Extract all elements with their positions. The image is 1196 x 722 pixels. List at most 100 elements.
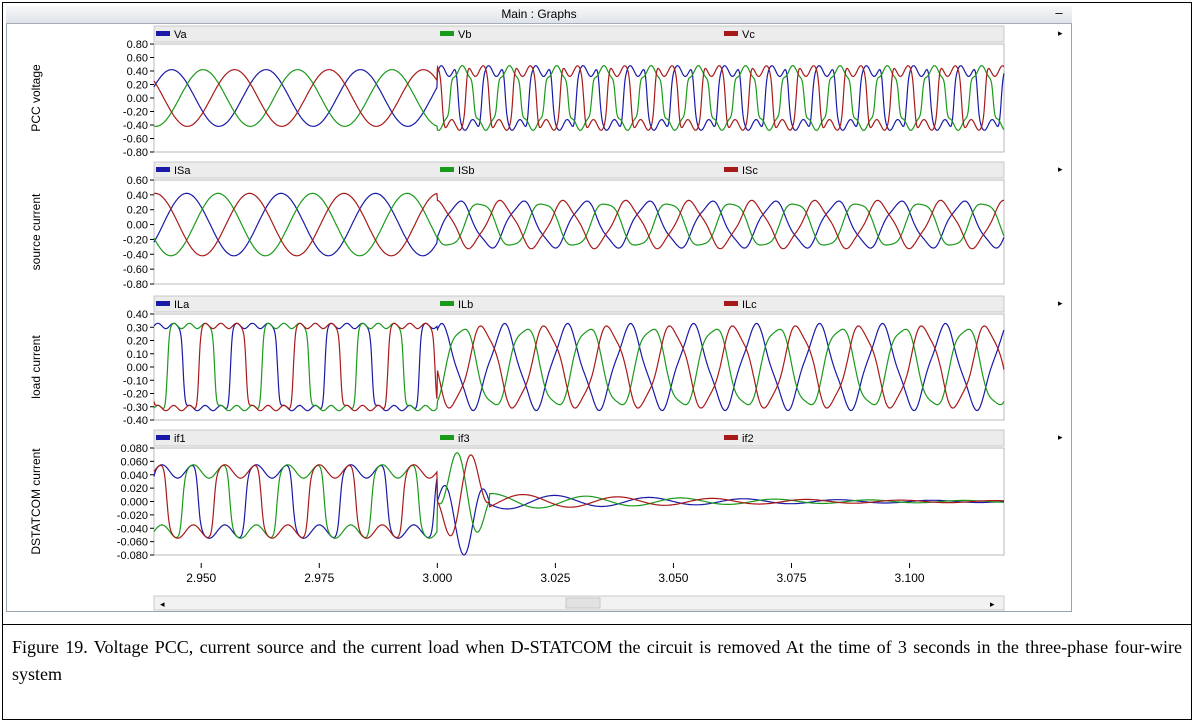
- legend-label: Vc: [742, 29, 755, 41]
- y-tick-label: 0.40: [127, 190, 148, 202]
- series-line-ISa: [153, 192, 1005, 257]
- y-tick-label: -0.10: [123, 375, 148, 387]
- x-tick-label: 3.050: [658, 571, 688, 585]
- minimize-button[interactable]: –: [1055, 5, 1063, 20]
- y-tick-label: -0.20: [123, 107, 148, 119]
- y-axis-label: source current: [29, 193, 43, 270]
- y-tick-label: 0.40: [127, 309, 148, 321]
- y-tick-label: -0.080: [117, 550, 148, 562]
- y-axis-label: load current: [29, 335, 43, 399]
- scroll-right-arrow-icon[interactable]: ▸: [990, 599, 995, 609]
- y-tick-label: -0.80: [123, 147, 148, 159]
- y-tick-label: 0.080: [120, 443, 148, 455]
- legend-swatch: [440, 435, 454, 440]
- legend-swatch: [156, 301, 170, 306]
- x-tick-label: 3.075: [776, 571, 806, 585]
- scroll-left-arrow-icon[interactable]: ◂: [160, 599, 165, 609]
- legend-bar: [153, 25, 1005, 43]
- legend-bar: [153, 161, 1005, 179]
- legend-label: if1: [174, 433, 186, 445]
- caption-divider: [2, 624, 1192, 625]
- series-line-ILa: [153, 322, 1005, 412]
- legend-swatch: [156, 435, 170, 440]
- legend-label: ISa: [174, 165, 191, 177]
- y-tick-label: 0.20: [127, 336, 148, 348]
- y-tick-label: 0.040: [120, 470, 148, 482]
- legend-swatch: [440, 301, 454, 306]
- legend-swatch: [156, 31, 170, 36]
- y-tick-label: 0.40: [127, 66, 148, 78]
- y-tick-label: -0.40: [123, 120, 148, 132]
- x-tick-label: 3.100: [895, 571, 925, 585]
- legend-bar: [153, 429, 1005, 447]
- y-tick-label: 0.10: [127, 349, 148, 361]
- y-tick-label: 0.00: [127, 220, 148, 232]
- x-tick-label: 2.975: [304, 571, 334, 585]
- series-line-ILc: [153, 322, 1005, 412]
- y-tick-label: 0.020: [120, 483, 148, 495]
- y-tick-label: -0.80: [123, 279, 148, 291]
- y-axis-label: PCC voltage: [29, 64, 43, 132]
- legend-swatch: [440, 167, 454, 172]
- legend-label: ILa: [174, 299, 190, 311]
- window-title: Main : Graphs: [501, 7, 577, 21]
- series-line-ILb: [153, 322, 1005, 412]
- series-line-if3: [153, 452, 1004, 539]
- legend-label: ILb: [458, 299, 473, 311]
- scrollbar-thumb[interactable]: [565, 597, 601, 609]
- legend-swatch: [156, 167, 170, 172]
- y-tick-label: -0.60: [123, 134, 148, 146]
- y-tick-label: 0.000: [120, 497, 148, 509]
- x-tick-label: 2.950: [186, 571, 216, 585]
- y-tick-label: 0.20: [127, 205, 148, 217]
- legend-bar: [153, 295, 1005, 313]
- series-line-Vb: [153, 64, 1005, 132]
- window-titlebar: Main : Graphs –: [6, 6, 1072, 24]
- x-tick-label: 3.025: [540, 571, 570, 585]
- y-axis-label: DSTATCOM current: [29, 448, 43, 555]
- plot-area: [153, 179, 1005, 285]
- y-tick-label: 0.60: [127, 175, 148, 187]
- y-tick-label: 0.00: [127, 362, 148, 374]
- panel-expand-arrow-icon[interactable]: ▸: [1058, 432, 1063, 442]
- legend-swatch: [724, 435, 738, 440]
- legend-swatch: [440, 31, 454, 36]
- y-tick-label: -0.060: [117, 537, 148, 549]
- y-tick-label: -0.40: [123, 249, 148, 261]
- legend-label: ISb: [458, 165, 475, 177]
- y-tick-label: 0.00: [127, 93, 148, 105]
- x-tick-label: 3.000: [422, 571, 452, 585]
- y-tick-label: -0.20: [123, 389, 148, 401]
- y-tick-label: 0.80: [127, 39, 148, 51]
- y-tick-label: -0.040: [117, 523, 148, 535]
- y-tick-label: -0.60: [123, 264, 148, 276]
- panel-expand-arrow-icon[interactable]: ▸: [1058, 298, 1063, 308]
- legend-label: if2: [742, 433, 754, 445]
- legend-label: ISc: [742, 165, 758, 177]
- y-tick-label: -0.30: [123, 402, 148, 414]
- series-line-ISc: [153, 192, 1004, 257]
- legend-swatch: [724, 31, 738, 36]
- series-line-if2: [153, 454, 1004, 539]
- y-tick-label: -0.020: [117, 510, 148, 522]
- y-tick-label: 0.20: [127, 80, 148, 92]
- panel-expand-arrow-icon[interactable]: ▸: [1058, 164, 1063, 174]
- y-tick-label: -0.20: [123, 234, 148, 246]
- legend-label: Va: [174, 29, 188, 41]
- y-tick-label: -0.40: [123, 415, 148, 427]
- y-tick-label: 0.060: [120, 456, 148, 468]
- series-line-ISb: [153, 192, 1005, 257]
- y-tick-label: 0.60: [127, 53, 148, 65]
- legend-label: if3: [458, 433, 470, 445]
- figure-caption: Figure 19. Voltage PCC, current source a…: [12, 637, 1182, 684]
- series-line-Va: [153, 65, 1005, 131]
- panel-expand-arrow-icon[interactable]: ▸: [1058, 28, 1063, 38]
- y-tick-label: 0.30: [127, 322, 148, 334]
- legend-swatch: [724, 301, 738, 306]
- plot-area: [153, 43, 1005, 153]
- series-line-Vc: [153, 64, 1005, 131]
- legend-label: ILc: [742, 299, 757, 311]
- series-line-if1: [153, 464, 1004, 556]
